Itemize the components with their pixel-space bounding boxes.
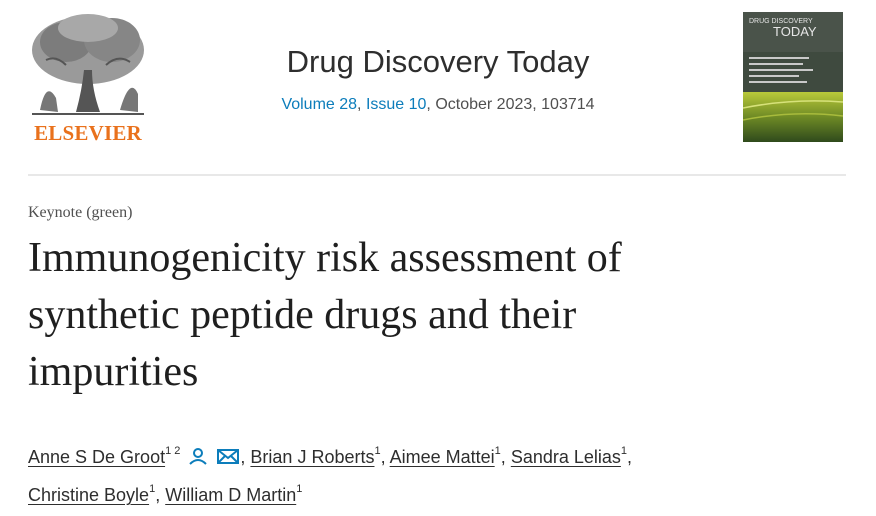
author-affiliation[interactable]: 1 xyxy=(296,483,303,495)
author-link[interactable]: Brian J Roberts xyxy=(250,447,375,467)
author-item: Anne S De Groot1 2 xyxy=(28,445,185,467)
author-item: Brian J Roberts1 xyxy=(250,445,381,467)
volume-link[interactable]: Volume 28 xyxy=(281,96,358,113)
envelope-icon[interactable] xyxy=(216,447,240,465)
author-separator: , xyxy=(500,447,511,467)
separator-comma: , xyxy=(357,96,366,113)
author-item: Sandra Lelias1 xyxy=(510,445,628,467)
author-item: Aimee Mattei1 xyxy=(389,445,501,467)
author-link[interactable]: Sandra Lelias xyxy=(510,447,621,467)
date-and-article-number: , October 2023, 103714 xyxy=(426,96,595,113)
author-link[interactable]: Aimee Mattei xyxy=(389,447,495,467)
author-item: Christine Boyle1 xyxy=(28,483,156,505)
article-title-line1: Immunogenicity risk assessment of xyxy=(28,235,622,281)
person-icon[interactable] xyxy=(188,447,208,465)
article-title: Immunogenicity risk assessment of synthe… xyxy=(28,230,848,401)
author-link[interactable]: William D Martin xyxy=(165,485,297,505)
author-link[interactable]: Christine Boyle xyxy=(28,485,150,505)
header-divider xyxy=(28,174,846,176)
author-separator: , xyxy=(240,447,251,467)
author-item: William D Martin1 xyxy=(165,483,303,505)
article-type-label: Keynote (green) xyxy=(28,204,133,221)
elsevier-tree-logo[interactable] xyxy=(26,10,150,146)
author-affiliation[interactable]: 1 xyxy=(374,445,381,457)
author-affiliation[interactable]: 1 xyxy=(620,445,628,457)
issue-link[interactable]: Issue 10 xyxy=(365,96,427,113)
cover-title-line2: TODAY xyxy=(773,24,817,39)
author-list: Anne S De Groot1 2 , Brian J Roberts1, A… xyxy=(28,436,848,512)
author-affiliation[interactable]: 1 xyxy=(494,445,501,457)
journal-title[interactable]: Drug Discovery Today xyxy=(286,44,590,79)
author-affiliation[interactable]: 1 2 xyxy=(165,445,181,457)
cover-title-line1: DRUG DISCOVERY xyxy=(749,18,813,25)
author-link[interactable]: Anne S De Groot xyxy=(28,447,166,467)
elsevier-wordmark[interactable]: ELSEVIER xyxy=(34,121,142,145)
author-separator: , xyxy=(155,485,166,505)
journal-issue-info: Volume 28, Issue 10, October 2023, 10371… xyxy=(0,96,876,114)
author-affiliation[interactable]: 1 xyxy=(149,483,156,495)
journal-cover-image[interactable]: DRUG DISCOVERY TODAY xyxy=(743,12,843,142)
article-title-line2: synthetic peptide drugs and their xyxy=(28,292,577,338)
article-title-line3: impurities xyxy=(28,349,199,395)
journal-header: ELSEVIER Drug Discovery Today Volume 28,… xyxy=(0,0,876,172)
author-separator: , xyxy=(380,447,390,467)
author-separator: , xyxy=(627,447,633,467)
